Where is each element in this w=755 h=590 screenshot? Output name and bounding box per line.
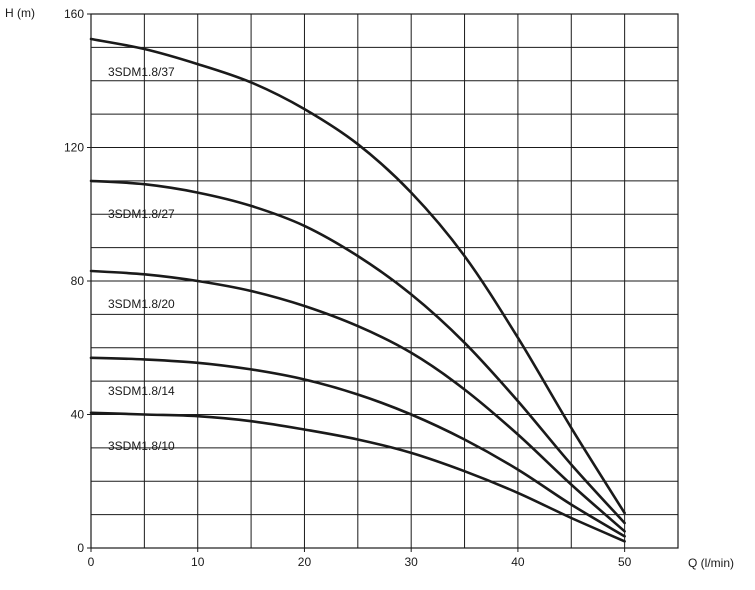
series-label: 3SDM1.8/14 bbox=[108, 384, 175, 398]
x-tick-label: 10 bbox=[191, 555, 205, 569]
series-line bbox=[89, 411, 626, 543]
y-tick-label: 40 bbox=[71, 408, 85, 422]
x-axis-title: Q (l/min) bbox=[688, 556, 734, 570]
y-tick-label: 160 bbox=[64, 7, 84, 21]
x-tick-label: 20 bbox=[298, 555, 312, 569]
series-label: 3SDM1.8/37 bbox=[108, 65, 175, 79]
series-line bbox=[89, 269, 626, 533]
y-tick-label: 80 bbox=[71, 274, 85, 288]
x-tick-label: 40 bbox=[511, 555, 525, 569]
curve-labels: 3SDM1.8/37 3SDM1.8/27 3SDM1.8/20 3SDM1.8/14… bbox=[108, 65, 175, 453]
y-tick-label: 0 bbox=[77, 541, 84, 555]
series-label: 3SDM1.8/27 bbox=[108, 207, 175, 221]
x-tick-label: 50 bbox=[618, 555, 632, 569]
series-line bbox=[89, 356, 626, 538]
x-tick-label: 0 bbox=[88, 555, 95, 569]
series-label: 3SDM1.8/10 bbox=[108, 439, 175, 453]
series-line bbox=[89, 37, 626, 515]
x-tick-label: 30 bbox=[405, 555, 419, 569]
series-line bbox=[89, 179, 626, 525]
y-tick-label: 120 bbox=[64, 141, 84, 155]
y-axis-title: H (m) bbox=[5, 6, 35, 20]
grid bbox=[91, 14, 678, 548]
tick-labels: 0 10 20 30 40 50 0 40 80 120 160 bbox=[64, 7, 632, 569]
series-label: 3SDM1.8/20 bbox=[108, 297, 175, 311]
curves bbox=[89, 37, 626, 543]
